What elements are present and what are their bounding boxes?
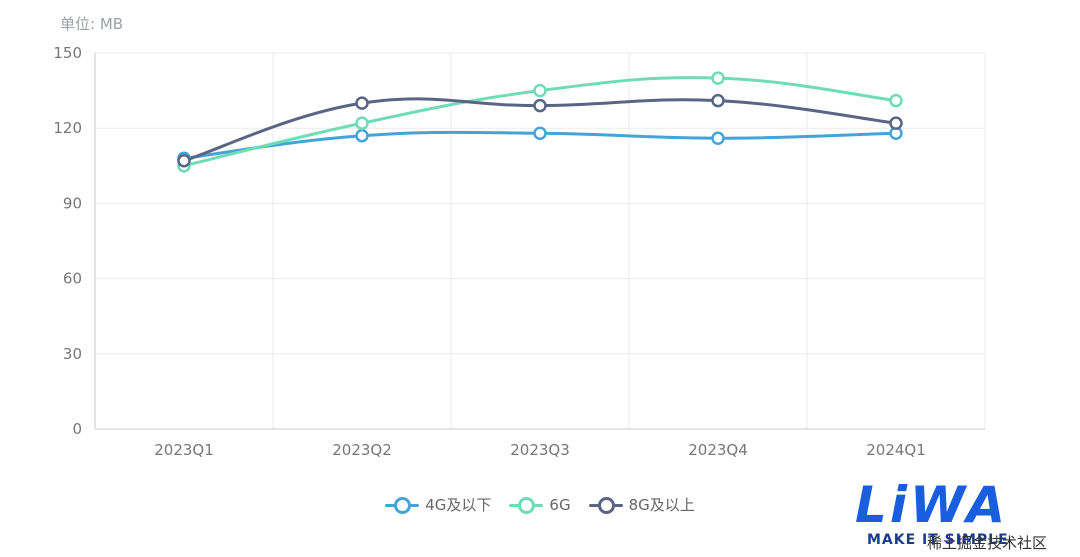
- series-3-point: [177, 154, 191, 168]
- legend-label-2: 6G: [549, 495, 571, 514]
- x-tick-label: 2023Q1: [154, 441, 214, 459]
- y-tick-label: 60: [63, 270, 82, 288]
- series-3-point: [533, 98, 547, 113]
- brand-watermark: LiWA MAKE IT SIMPLE 稀土掘金技术社区: [855, 480, 1055, 552]
- series-3-point: [889, 116, 903, 130]
- y-tick-label: 150: [53, 44, 82, 62]
- series-3-point: [355, 96, 369, 110]
- series-1-point: [533, 126, 547, 140]
- y-tick-label: 30: [63, 345, 82, 363]
- series-2-point: [711, 71, 725, 85]
- y-axis-unit-label: 单位: MB: [60, 15, 124, 33]
- chart-legend: 4G及以下 6G 8G及以上: [0, 494, 1080, 515]
- series-2-point: [355, 116, 369, 130]
- liwa-tagline: MAKE IT SIMPLE: [867, 532, 1009, 548]
- legend-item-1[interactable]: 4G及以下: [385, 494, 491, 515]
- legend-swatch-2: [509, 496, 544, 514]
- series-3-point: [711, 93, 725, 108]
- juejin-site-watermark: 稀土掘金技术社区: [927, 534, 1048, 552]
- series-1-point: [355, 128, 369, 143]
- x-tick-label: 2023Q2: [332, 441, 392, 459]
- x-tick-label: 2024Q1: [866, 441, 926, 459]
- legend-swatch-3: [588, 496, 623, 514]
- x-tick-label: 2023Q3: [510, 441, 570, 459]
- legend-item-2[interactable]: 6G: [509, 494, 571, 515]
- y-tick-label: 0: [72, 420, 82, 438]
- liwa-logo: LiWA: [855, 476, 1009, 534]
- legend-label-3: 8G及以上: [628, 496, 695, 514]
- x-tick-label: 2023Q4: [688, 441, 748, 459]
- y-tick-label: 90: [63, 194, 82, 212]
- legend-label-1: 4G及以下: [425, 496, 492, 514]
- series-2-point: [889, 93, 903, 108]
- legend-item-3[interactable]: 8G及以上: [588, 494, 695, 515]
- series-2-point: [533, 83, 547, 98]
- series-1-point: [711, 131, 725, 145]
- legend-swatch-1: [385, 496, 420, 514]
- y-tick-label: 120: [53, 119, 82, 137]
